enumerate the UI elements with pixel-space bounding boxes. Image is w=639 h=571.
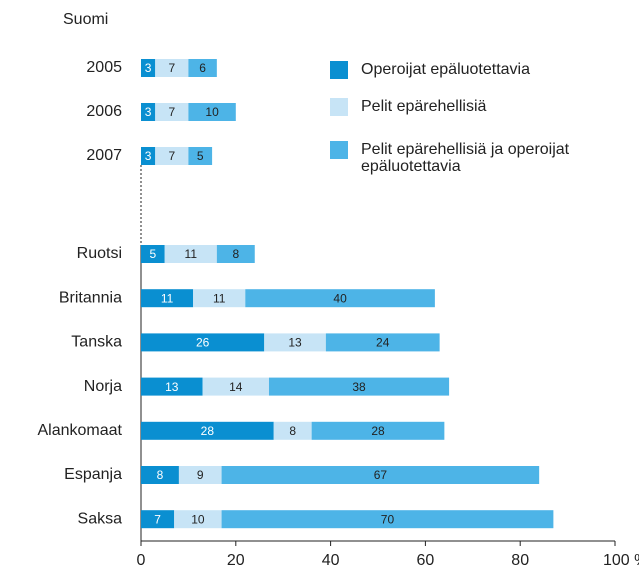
value-label: 7 — [168, 149, 175, 163]
bar-segment — [141, 245, 165, 263]
category-label: 2006 — [86, 103, 122, 120]
value-label: 28 — [201, 424, 215, 438]
value-label: 8 — [157, 468, 164, 482]
value-label: 10 — [191, 512, 205, 526]
bar-segment — [221, 510, 554, 529]
bar-segment — [141, 103, 156, 121]
x-tick-label: 20 — [227, 552, 245, 569]
value-label: 7 — [168, 61, 175, 75]
value-label: 13 — [288, 336, 302, 350]
value-label: 10 — [205, 105, 219, 119]
bar-segment — [141, 377, 203, 396]
value-label: 38 — [352, 380, 366, 394]
category-label: Alankomaat — [38, 422, 123, 439]
bar-segment — [245, 289, 435, 308]
bar-segment — [141, 289, 194, 308]
category-label: Norja — [84, 378, 122, 395]
value-label: 11 — [185, 247, 198, 261]
value-label: 11 — [213, 291, 226, 305]
bar-segment — [188, 147, 213, 165]
value-label: 8 — [232, 247, 239, 261]
bar-segment — [264, 333, 326, 352]
legend-label: Pelit epärehellisiä ja operoijat epäluot… — [361, 141, 570, 175]
value-label: 14 — [229, 380, 243, 394]
category-label: Espanja — [64, 466, 122, 483]
value-label: 3 — [145, 61, 152, 75]
value-label: 24 — [376, 336, 390, 350]
legend-label: Pelit epärehellisiä — [361, 98, 487, 115]
value-label: 28 — [371, 424, 385, 438]
x-tick-label: 80 — [511, 552, 529, 569]
bar-segment — [193, 289, 246, 308]
value-label: 67 — [374, 468, 388, 482]
category-label: Saksa — [78, 510, 123, 527]
value-label: 70 — [381, 512, 395, 526]
category-label: 2005 — [86, 59, 122, 76]
value-label: 3 — [145, 105, 152, 119]
category-label: 2007 — [86, 147, 122, 164]
value-label: 5 — [197, 149, 204, 163]
legend-label: Operoijat epäluotettavia — [361, 61, 530, 78]
value-label: 26 — [196, 336, 210, 350]
bar-segment — [325, 333, 440, 352]
bar-segment — [141, 147, 156, 165]
bar-segment — [155, 147, 189, 165]
value-label: 8 — [289, 424, 296, 438]
value-label: 7 — [154, 512, 161, 526]
legend-swatch — [330, 141, 348, 159]
bar-segment — [141, 421, 274, 440]
value-label: 13 — [165, 380, 179, 394]
bar-segment — [188, 103, 236, 121]
category-label: Tanska — [71, 334, 122, 351]
bar-segment — [174, 510, 222, 529]
bar-segment — [311, 421, 445, 440]
bar-segment — [155, 59, 189, 77]
bar-segment — [141, 59, 156, 77]
value-label: 11 — [161, 291, 174, 305]
bar-segment — [141, 333, 265, 352]
x-tick-label: 40 — [322, 552, 340, 569]
category-label: Ruotsi — [77, 245, 122, 262]
bar-segment — [221, 466, 540, 484]
value-label: 6 — [199, 61, 206, 75]
legend-swatch — [330, 98, 348, 116]
group-label: Suomi — [63, 11, 108, 28]
value-label: 7 — [168, 105, 175, 119]
x-tick-label: 100 % — [603, 552, 639, 569]
value-label: 40 — [333, 291, 347, 305]
value-label: 5 — [150, 247, 157, 261]
bar-segment — [141, 466, 179, 484]
x-tick-label: 60 — [417, 552, 435, 569]
bar-segment — [164, 245, 217, 263]
bar-segment — [141, 510, 175, 529]
value-label: 3 — [145, 149, 152, 163]
bar-segment — [268, 377, 450, 396]
bar-segment — [202, 377, 269, 396]
x-tick-label: 0 — [137, 552, 146, 569]
legend-swatch — [330, 61, 348, 79]
bar-segment — [273, 421, 312, 440]
bar-segment — [216, 245, 255, 263]
bar-segment — [178, 466, 222, 484]
value-label: 9 — [197, 468, 204, 482]
bar-segment — [188, 59, 217, 77]
bar-segment — [155, 103, 189, 121]
category-label: Britannia — [59, 289, 122, 306]
